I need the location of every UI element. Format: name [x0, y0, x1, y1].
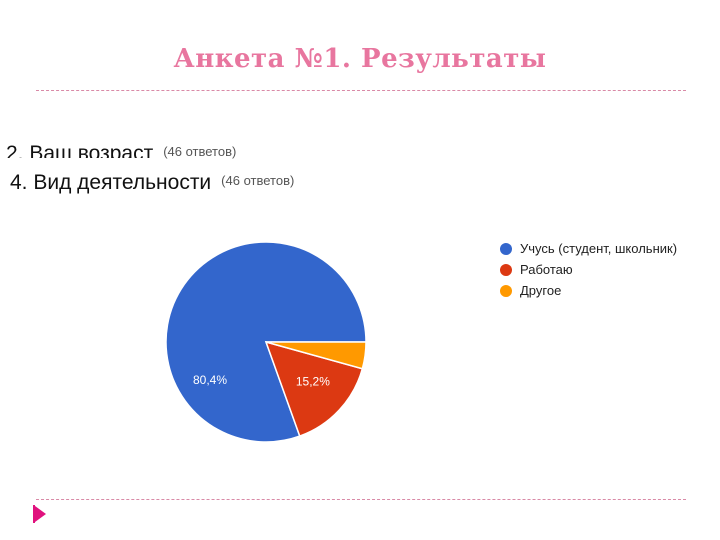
legend-label-2: Работаю	[520, 262, 573, 277]
question-occupation: 4. Вид деятельности (46 ответов)	[10, 171, 294, 195]
legend-swatch-2	[500, 263, 512, 276]
pie-slice-2	[264, 340, 364, 438]
pie-data-label-2: 15,2%	[296, 375, 330, 389]
question-occupation-text: 4. Вид деятельности	[10, 171, 212, 194]
question-occupation-responses: (46 ответов)	[221, 173, 295, 188]
chart-legend: Учусь (студент, школьник) Работаю Другое	[500, 238, 715, 301]
legend-item-1: Учусь (студент, школьник)	[500, 238, 715, 259]
legend-label-1: Учусь (студент, школьник)	[520, 241, 678, 256]
pie-slice-3	[265, 341, 367, 370]
legend-item-3: Другое	[500, 280, 715, 301]
pie-data-label-1: 80,4%	[193, 373, 227, 387]
legend-label-3: Другое	[520, 283, 562, 298]
pie-chart: 80,4% 15,2%	[165, 241, 367, 443]
slide-title: Анкета №1. Результаты	[173, 44, 547, 74]
question-age-responses: (46 ответов)	[163, 144, 237, 159]
legend-swatch-1	[500, 242, 512, 255]
question-age-text: 2. Ваш возраст	[6, 142, 154, 165]
question-age: 2. Ваш возраст (46 ответов)	[6, 142, 236, 166]
bottom-divider	[36, 499, 686, 500]
legend-swatch-3	[500, 284, 512, 297]
top-divider	[36, 90, 686, 91]
nav-marker-bar	[33, 505, 35, 523]
legend-item-2: Работаю	[500, 259, 715, 280]
next-slide-arrow-icon[interactable]	[35, 506, 46, 522]
